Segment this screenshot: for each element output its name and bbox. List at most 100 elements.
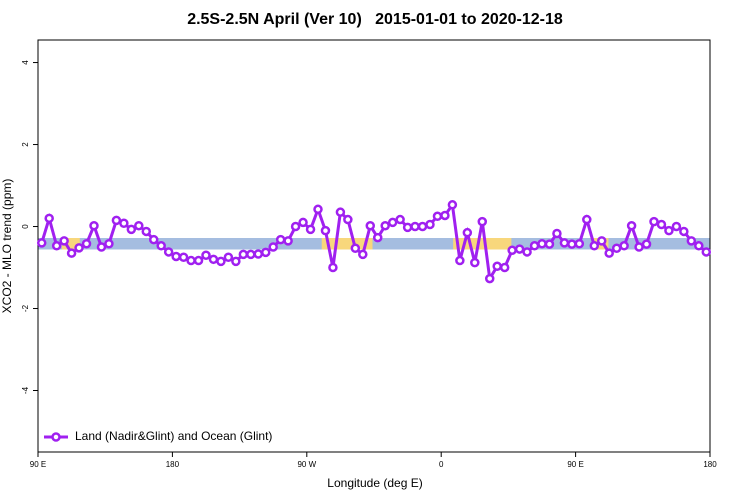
data-point <box>238 249 249 260</box>
data-point <box>66 248 77 258</box>
data-point <box>350 243 361 254</box>
data-point <box>470 257 480 268</box>
y-tick-label: -4 <box>21 386 30 394</box>
data-point <box>567 239 577 249</box>
data-point <box>246 249 256 260</box>
y-axis-label: XCO2 - MLO trend (ppm) <box>0 179 14 314</box>
data-point <box>201 250 211 260</box>
data-point <box>59 236 69 246</box>
data-point <box>253 249 264 259</box>
data-point <box>582 214 592 225</box>
data-point <box>208 254 219 265</box>
data-point <box>522 247 532 257</box>
data-point <box>178 252 189 263</box>
plot-frame <box>37 39 711 453</box>
data-point <box>477 216 488 227</box>
data-point <box>499 262 510 273</box>
data-point <box>186 255 196 266</box>
legend-marker <box>51 432 61 442</box>
data-point <box>372 232 383 243</box>
data-point <box>260 247 271 258</box>
data-point <box>440 210 450 221</box>
data-point <box>514 244 525 254</box>
data-point <box>96 242 107 252</box>
data-point <box>559 238 570 248</box>
data-point <box>552 228 562 239</box>
data-point <box>51 241 62 251</box>
data-point <box>313 204 323 215</box>
data-point <box>574 238 585 249</box>
data-point <box>36 238 47 248</box>
data-point <box>216 256 226 267</box>
y-tick-label: 2 <box>21 142 30 147</box>
x-tick-label: 0 <box>439 460 444 469</box>
y-tick-label: 0 <box>21 224 30 229</box>
data-point <box>395 214 405 225</box>
data-point <box>410 221 420 232</box>
y-tick-label: -2 <box>21 304 30 312</box>
data-point <box>148 234 159 245</box>
data-point <box>283 236 293 246</box>
data-point <box>335 207 346 217</box>
data-point <box>231 256 241 267</box>
data-point <box>529 241 540 251</box>
data-point <box>89 220 99 231</box>
data-point <box>641 239 652 249</box>
land-band <box>453 238 512 250</box>
x-tick-label: 180 <box>703 460 717 469</box>
data-point <box>365 220 376 231</box>
data-point <box>417 221 428 232</box>
data-point <box>163 247 174 257</box>
data-point <box>44 213 54 224</box>
data-point <box>119 218 129 228</box>
data-point <box>492 261 502 272</box>
data-point <box>507 245 517 256</box>
data-point <box>387 217 398 228</box>
data-point <box>74 243 84 253</box>
y-tick-label: 4 <box>21 60 30 65</box>
data-point <box>111 215 122 226</box>
x-tick-label: 90 E <box>567 460 583 469</box>
data-point <box>447 200 458 210</box>
data-point <box>686 236 697 246</box>
data-point <box>156 241 166 251</box>
data-point <box>126 224 137 235</box>
chart-title: 2.5S-2.5N April (Ver 10) 2015-01-01 to 2… <box>187 11 563 28</box>
data-point <box>298 217 308 228</box>
data-point <box>432 211 443 222</box>
data-point <box>701 247 712 257</box>
data-point <box>462 227 473 238</box>
data-point <box>604 248 614 258</box>
data-point <box>320 225 331 236</box>
data-point <box>611 243 622 254</box>
data-point <box>649 216 659 227</box>
data-point <box>343 214 353 225</box>
data-point <box>484 273 495 284</box>
data-point <box>664 225 674 236</box>
data-point <box>81 238 92 249</box>
data-point <box>380 220 390 231</box>
data-point <box>544 239 555 249</box>
data-point <box>275 234 286 245</box>
x-tick-label: 90 W <box>297 460 316 469</box>
legend-label: Land (Nadir&Glint) and Ocean (Glint) <box>75 429 272 443</box>
data-point <box>141 226 152 237</box>
data-point <box>358 249 368 260</box>
x-tick-label: 90 E <box>30 460 46 469</box>
data-point <box>193 255 204 266</box>
data-point <box>634 242 644 252</box>
data-point <box>596 236 607 246</box>
data-point <box>104 238 114 249</box>
data-point <box>268 242 278 252</box>
ocean-band <box>38 238 710 250</box>
data-point <box>626 220 637 231</box>
data-point <box>328 262 338 273</box>
data-point <box>171 251 181 262</box>
x-tick-label: 180 <box>166 460 180 469</box>
data-point <box>402 222 413 233</box>
data-point <box>134 220 144 231</box>
data-point <box>671 221 682 232</box>
data-point <box>656 219 667 230</box>
data-point <box>537 238 547 249</box>
